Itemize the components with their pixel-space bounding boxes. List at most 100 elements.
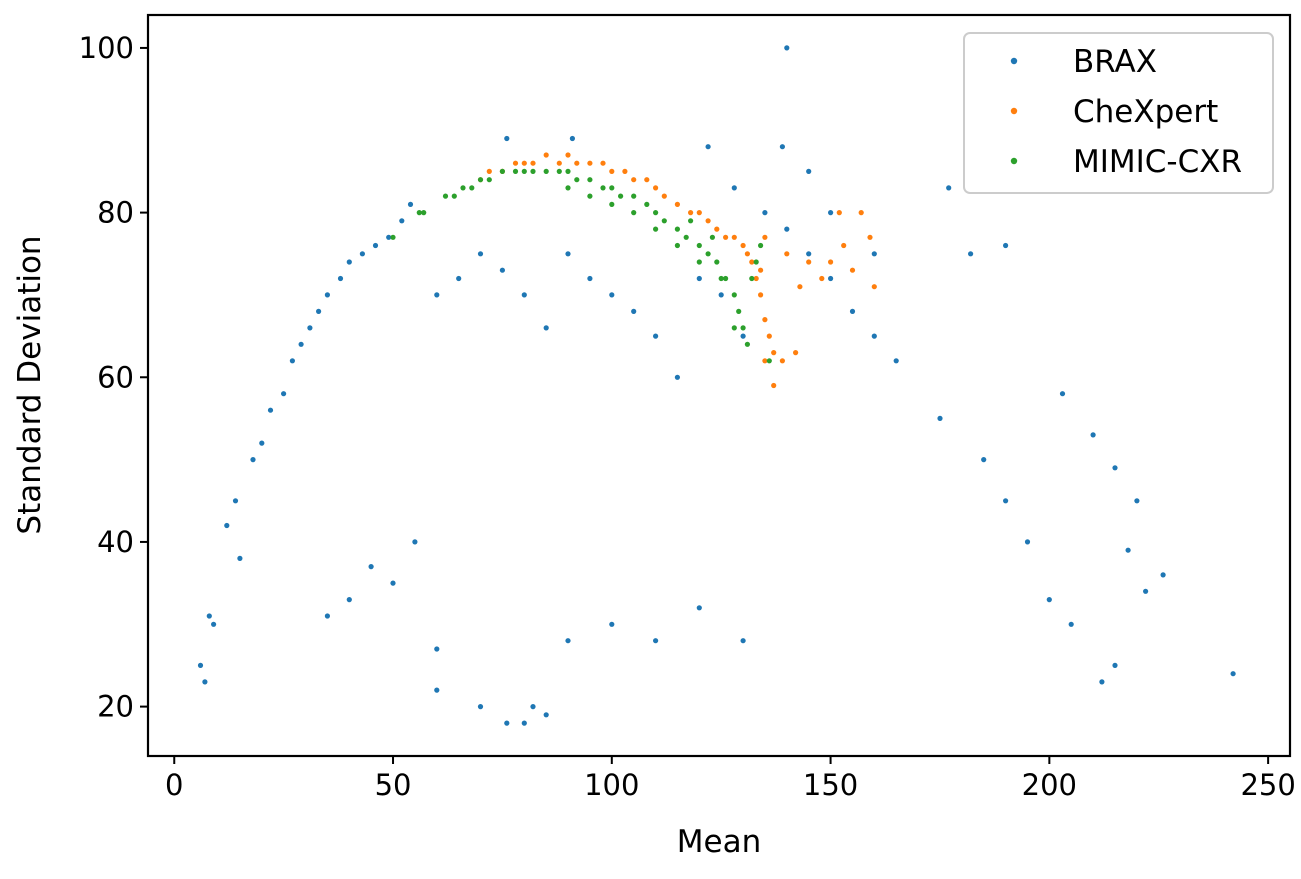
data-point <box>740 333 746 339</box>
data-point <box>705 251 711 257</box>
data-point <box>674 374 681 380</box>
data-point <box>1003 498 1009 504</box>
data-point <box>407 201 414 207</box>
series-0 <box>197 45 1236 726</box>
data-point <box>259 440 265 446</box>
series-2 <box>390 168 772 364</box>
data-point <box>779 358 786 364</box>
data-point <box>871 251 877 257</box>
data-point <box>696 275 702 282</box>
data-point <box>740 638 746 644</box>
data-point <box>543 168 549 174</box>
data-point <box>504 135 510 142</box>
data-point <box>512 168 519 174</box>
data-point <box>237 555 243 562</box>
data-point <box>521 292 527 298</box>
data-point <box>307 325 313 331</box>
data-point <box>477 251 484 257</box>
data-point <box>289 358 295 364</box>
legend-marker <box>1010 157 1018 165</box>
data-point <box>574 177 580 183</box>
data-point <box>504 720 510 726</box>
data-point <box>688 218 694 224</box>
data-point <box>386 234 392 240</box>
legend: BRAX CheXpert MIMIC-CXR <box>963 32 1274 194</box>
data-point <box>653 333 659 339</box>
x-tick-label: 100 <box>584 768 639 802</box>
data-point <box>714 259 720 265</box>
data-point <box>819 275 825 282</box>
data-point <box>758 242 764 249</box>
data-point <box>723 275 729 282</box>
data-point <box>451 193 457 199</box>
data-point <box>281 391 287 397</box>
data-point <box>744 341 751 347</box>
legend-box <box>963 32 1274 194</box>
data-point <box>499 168 505 174</box>
data-point <box>1134 498 1140 504</box>
series-1 <box>477 152 877 389</box>
data-point <box>477 704 484 710</box>
x-axis-title: Mean <box>677 824 761 860</box>
data-point <box>622 168 628 174</box>
data-point <box>683 234 689 240</box>
data-point <box>749 259 755 265</box>
data-point <box>565 185 571 191</box>
data-point <box>337 275 344 282</box>
data-point <box>762 210 768 216</box>
legend-label: MIMIC-CXR <box>1073 144 1242 180</box>
data-point <box>499 267 505 273</box>
data-point <box>512 160 519 166</box>
data-point <box>867 234 873 240</box>
data-point <box>565 152 571 158</box>
data-point <box>797 284 803 290</box>
data-point <box>1099 679 1105 685</box>
data-point <box>250 457 256 463</box>
data-point <box>372 242 379 249</box>
data-point <box>753 275 759 282</box>
legend-marker <box>1010 107 1018 115</box>
data-point <box>674 242 681 249</box>
data-point <box>609 621 615 627</box>
data-point <box>434 687 440 693</box>
data-point <box>412 539 418 545</box>
data-point <box>399 218 405 224</box>
y-axis-title: Standard Deviation <box>12 235 48 534</box>
data-point <box>298 341 304 347</box>
data-point <box>771 350 777 356</box>
data-point <box>740 242 746 249</box>
data-point <box>521 160 527 166</box>
data-point <box>771 382 777 389</box>
data-point <box>346 259 352 265</box>
data-point <box>744 251 751 257</box>
x-tick-label: 0 <box>165 768 183 802</box>
data-point <box>674 226 681 232</box>
data-point <box>758 267 764 273</box>
data-point <box>705 144 711 150</box>
data-point <box>806 251 812 257</box>
x-tick-label: 200 <box>1022 768 1077 802</box>
data-point <box>705 218 711 224</box>
data-point <box>841 242 847 249</box>
data-point <box>696 210 702 216</box>
data-point <box>543 712 549 718</box>
data-point <box>806 259 812 265</box>
data-point <box>368 564 374 570</box>
data-point <box>530 704 536 710</box>
x-axis: 0 50 100 150 200 250 <box>165 756 1296 802</box>
data-point <box>565 168 571 174</box>
x-tick-label: 150 <box>803 768 858 802</box>
data-point <box>587 160 593 166</box>
data-point <box>486 168 492 174</box>
data-point <box>1090 432 1096 438</box>
data-point <box>600 185 606 191</box>
data-point <box>1059 391 1066 397</box>
data-point <box>858 210 864 216</box>
data-point <box>644 201 650 207</box>
data-point <box>569 135 576 142</box>
data-point <box>609 292 615 298</box>
data-point <box>718 275 724 282</box>
y-tick-label: 20 <box>97 690 134 724</box>
x-tick-label: 250 <box>1240 768 1295 802</box>
